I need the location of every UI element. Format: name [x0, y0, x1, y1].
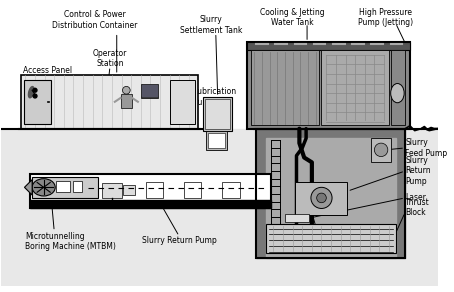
Bar [222, 182, 240, 198]
Bar [56, 181, 69, 192]
Bar [121, 94, 132, 107]
Bar [206, 131, 227, 150]
Ellipse shape [375, 143, 388, 157]
Ellipse shape [311, 187, 332, 208]
Bar [184, 182, 201, 198]
Text: Pipe Jacking Frame: Pipe Jacking Frame [290, 236, 363, 245]
Bar [123, 185, 135, 195]
Ellipse shape [32, 179, 55, 196]
Text: Laser: Laser [405, 193, 426, 202]
Text: Slurry
Feed Pump: Slurry Feed Pump [405, 138, 447, 158]
Polygon shape [25, 180, 32, 195]
Bar [371, 138, 391, 162]
Bar [102, 183, 122, 198]
Bar [30, 200, 271, 208]
Ellipse shape [33, 94, 37, 98]
Text: Slurry
Return
Pump: Slurry Return Pump [405, 156, 431, 186]
Bar [20, 75, 198, 129]
Bar [142, 86, 157, 96]
Bar [247, 42, 410, 50]
Text: Slurry Return Pump: Slurry Return Pump [142, 236, 217, 245]
Text: Control & Power
Distribution Container: Control & Power Distribution Container [52, 11, 137, 30]
Bar [208, 133, 225, 148]
Bar [266, 224, 395, 253]
Text: Thrust
Block: Thrust Block [405, 198, 430, 217]
Ellipse shape [391, 84, 404, 103]
Text: High Pressure
Pump (Jetting): High Pressure Pump (Jetting) [358, 8, 414, 27]
Bar [285, 214, 309, 222]
Ellipse shape [33, 88, 37, 92]
Bar [266, 138, 395, 258]
Text: Operator
Station: Operator Station [93, 49, 127, 68]
Bar [391, 50, 405, 125]
Text: Lubrication
Pumps: Lubrication Pumps [194, 87, 237, 107]
Bar [32, 177, 98, 198]
Text: Access Panel: Access Panel [23, 66, 72, 75]
Ellipse shape [29, 86, 34, 98]
Bar [247, 42, 410, 129]
Bar [146, 182, 163, 198]
Bar [295, 182, 347, 215]
Text: Cooling & Jetting
Water Tank: Cooling & Jetting Water Tank [260, 8, 325, 27]
Bar [1, 129, 438, 286]
Ellipse shape [317, 193, 326, 203]
Bar [321, 50, 389, 125]
Bar [203, 97, 232, 131]
Bar [25, 80, 51, 124]
Bar [170, 80, 195, 124]
Text: Slurry
Settlement Tank: Slurry Settlement Tank [180, 15, 242, 35]
Ellipse shape [123, 86, 130, 94]
Bar [73, 181, 82, 192]
Bar [205, 99, 230, 129]
Text: Microtunnelling
Boring Machine (MTBM): Microtunnelling Boring Machine (MTBM) [25, 232, 116, 251]
Bar [141, 84, 158, 98]
Bar [256, 129, 405, 258]
Bar [30, 174, 271, 208]
Bar [252, 50, 319, 125]
Bar [256, 129, 405, 258]
